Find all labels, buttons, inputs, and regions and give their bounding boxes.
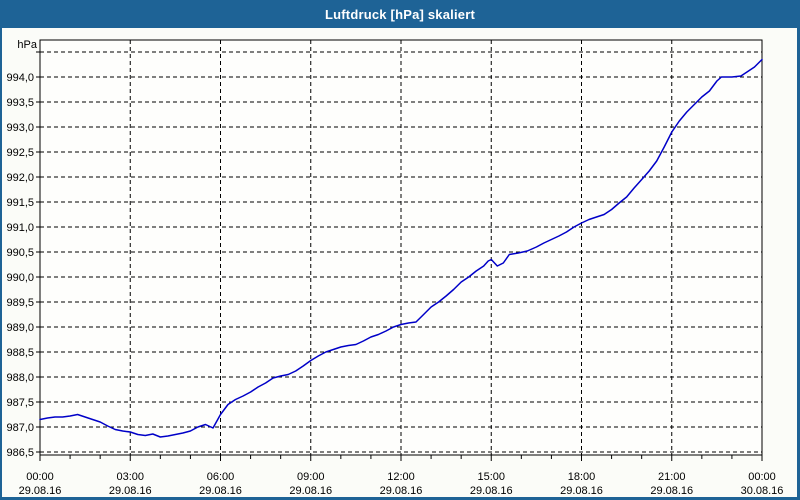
x-tick-time-label: 00:00 [26, 471, 54, 483]
x-tick-date-label: 29.08.16 [380, 485, 423, 497]
y-tick-label: 994,0 [6, 72, 34, 84]
x-tick-time-label: 00:00 [748, 471, 776, 483]
y-tick-label: 993,5 [6, 97, 34, 109]
x-tick-time-label: 21:00 [658, 471, 686, 483]
chart-container: 994,0 993,5 993,0 992,5 992,0 991,5 991,0 990,5… [2, 28, 797, 497]
y-tick-label: 989,5 [6, 297, 34, 309]
y-tick-label: 988,5 [6, 347, 34, 359]
y-tick-label: 991,0 [6, 222, 34, 234]
x-tick-date-label: 30.08.16 [741, 485, 784, 497]
y-tick-label: 990,0 [6, 272, 34, 284]
x-tick-date-label: 29.08.16 [560, 485, 603, 497]
window-title: Luftdruck [hPa] skaliert [325, 6, 475, 22]
y-tick-label: 991,5 [6, 197, 34, 209]
x-tick-date-label: 29.08.16 [199, 485, 242, 497]
x-tick-time-label: 12:00 [387, 471, 415, 483]
window-titlebar[interactable]: Luftdruck [hPa] skaliert [0, 0, 800, 28]
y-axis-unit-label: hPa [17, 39, 37, 51]
y-tick-label: 993,0 [6, 122, 34, 134]
y-tick-label: 987,5 [6, 397, 34, 409]
y-tick-label: 992,0 [6, 172, 34, 184]
x-tick-date-label: 29.08.16 [470, 485, 513, 497]
x-tick-date-label: 29.08.16 [19, 485, 62, 497]
y-tick-label: 986,5 [6, 447, 34, 459]
pressure-chart: 994,0 993,5 993,0 992,5 992,0 991,5 991,0 990,5… [6, 39, 784, 497]
x-tick-date-label: 29.08.16 [650, 485, 693, 497]
x-tick-time-label: 09:00 [297, 471, 325, 483]
y-tick-label: 988,0 [6, 372, 34, 384]
x-tick-date-label: 29.08.16 [109, 485, 152, 497]
x-tick-date-label: 29.08.16 [289, 485, 332, 497]
plot-border [39, 39, 763, 456]
x-tick-time-label: 06:00 [207, 471, 235, 483]
pressure-line [39, 58, 763, 438]
x-tick-time-label: 18:00 [568, 471, 596, 483]
y-tick-label: 992,5 [6, 147, 34, 159]
x-tick-time-label: 03:00 [116, 471, 144, 483]
y-tick-label: 987,0 [6, 422, 34, 434]
x-tick-time-label: 15:00 [477, 471, 505, 483]
y-tick-label: 990,5 [6, 247, 34, 259]
y-tick-label: 989,0 [6, 322, 34, 334]
